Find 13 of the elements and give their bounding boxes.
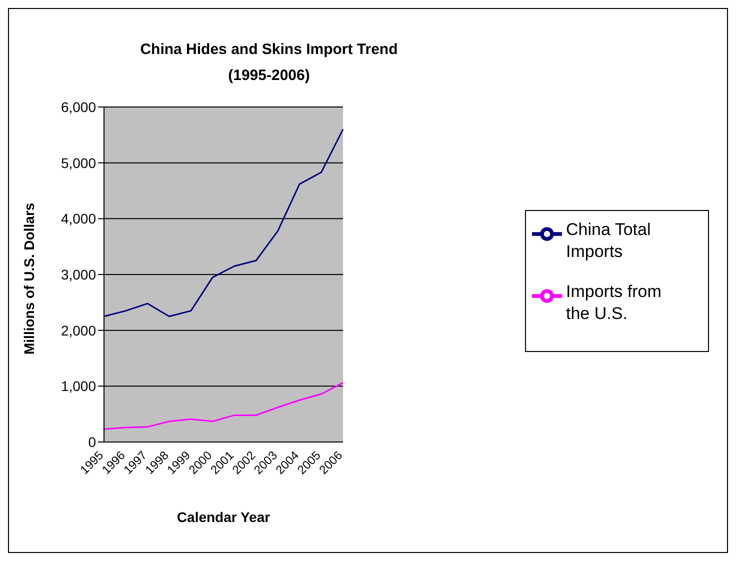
y-tick-label: 1,000 (60, 378, 96, 394)
y-tick-label: 2,000 (60, 322, 96, 338)
y-tick-label: 4,000 (60, 210, 96, 227)
chart-subtitle: (1995-2006) (227, 66, 311, 86)
x-axis-title: Calendar Year (176, 509, 271, 525)
y-tick-label: 6,000 (60, 98, 96, 115)
legend-label: China Total Imports (566, 218, 652, 262)
y-tick-label: 3,000 (60, 266, 96, 282)
y-axis-title: Millions of U.S. Dollars (20, 202, 37, 354)
y-tick-label: 0 (88, 434, 96, 450)
chart-title: China Hides and Skins Import Trend (139, 40, 399, 60)
y-tick-label: 5,000 (60, 154, 96, 171)
legend-label: Imports from the U.S. (566, 280, 662, 324)
